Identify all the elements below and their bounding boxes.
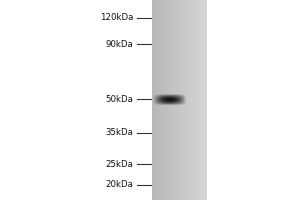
Text: 35kDa: 35kDa (106, 128, 134, 137)
Text: 25kDa: 25kDa (106, 160, 134, 169)
Text: 20kDa: 20kDa (106, 180, 134, 189)
Text: 90kDa: 90kDa (106, 40, 134, 49)
Text: 50kDa: 50kDa (106, 95, 134, 104)
Text: 120kDa: 120kDa (100, 13, 134, 22)
